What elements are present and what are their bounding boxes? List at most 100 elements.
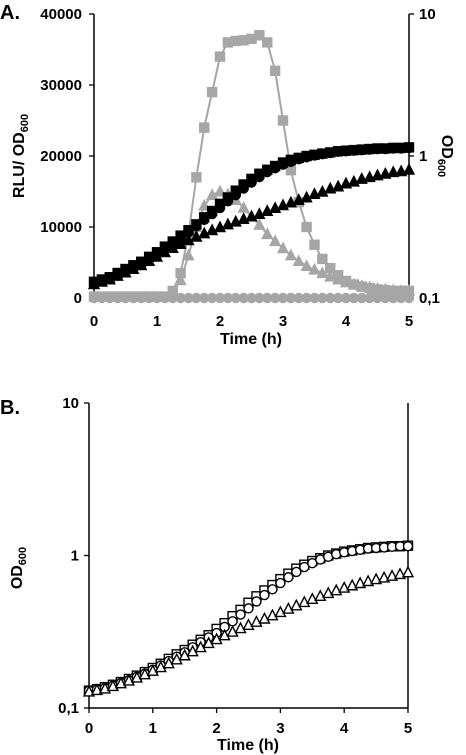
panel-a-data-point bbox=[403, 142, 415, 154]
panel-a-data-point bbox=[395, 164, 408, 177]
panel-a-data-point bbox=[190, 229, 203, 242]
panel-a-data-point bbox=[324, 269, 337, 282]
panel-a-left-y-tick-label: 30000 bbox=[40, 77, 82, 94]
panel-a-data-point bbox=[253, 218, 266, 230]
panel-a-data-point bbox=[284, 248, 297, 261]
panel-a-right-y-axis-label: OD600 bbox=[435, 135, 455, 177]
panel-a-series-black-triangle bbox=[87, 162, 416, 290]
panel-b-data-point bbox=[235, 609, 246, 620]
panel-a-data-point bbox=[254, 171, 265, 183]
panel-a-data-point bbox=[213, 184, 227, 197]
panel-a-data-point bbox=[199, 214, 210, 226]
panel-b-data-point bbox=[186, 644, 199, 657]
panel-a-data-point bbox=[379, 166, 392, 179]
panel-a-left-y-axis-label-main: RLU/ OD bbox=[11, 132, 28, 198]
panel-b-y-tick-label: 10 bbox=[62, 395, 79, 412]
panel-a-data-point bbox=[316, 184, 329, 197]
panel-b-data-point bbox=[266, 608, 279, 621]
panel-a-data-point bbox=[191, 221, 202, 232]
panel-b-data-point bbox=[267, 584, 278, 595]
panel-a-data-point bbox=[182, 248, 195, 261]
panel-a-x-tick-label: 5 bbox=[405, 313, 413, 330]
panel-b-x-tick-label: 2 bbox=[212, 720, 220, 737]
panel-b-data-point bbox=[243, 603, 254, 614]
panel-a-x-tick-label: 0 bbox=[90, 313, 98, 330]
panel-a-data-point bbox=[347, 277, 360, 290]
panel-a-x-axis-label: Time (h) bbox=[220, 331, 282, 348]
panel-a-data-point bbox=[300, 190, 313, 203]
panel-a-data-point bbox=[309, 239, 320, 250]
panel-a-data-point bbox=[276, 241, 290, 254]
panel-a-data-point bbox=[127, 262, 140, 274]
panel-a-data-point bbox=[269, 65, 281, 77]
panel-a-data-point bbox=[402, 162, 416, 175]
panel-a-data-point bbox=[300, 259, 313, 272]
panel-a-data-point bbox=[262, 37, 273, 48]
panel-a-x-tick-label: 4 bbox=[342, 313, 351, 330]
panel-b-data-point bbox=[82, 684, 96, 697]
panel-a-data-point bbox=[277, 115, 289, 126]
panel-a-data-point bbox=[198, 226, 211, 239]
panel-b-y-axis-label-main: OD bbox=[9, 565, 26, 589]
panel-a-data-point bbox=[301, 221, 312, 233]
panel-a-data-point bbox=[269, 234, 282, 247]
panel-a-data-point bbox=[222, 196, 234, 207]
panel-a-series-black-circle bbox=[88, 142, 415, 288]
panel-b-data-point bbox=[282, 602, 295, 614]
panel-a-data-point bbox=[317, 253, 328, 265]
panel-a-data-point bbox=[166, 241, 179, 253]
panel-b: B. 0 1 2 3 4 5 0,1 1 10 Time (h) OD600 bbox=[0, 395, 415, 754]
panel-a-data-point bbox=[237, 201, 250, 213]
panel-a-right-y-tick-label: 0,1 bbox=[419, 290, 440, 307]
panel-b-data-point bbox=[291, 566, 302, 578]
panel-b-data-point bbox=[178, 648, 191, 661]
panel-a-left-y-tick-label: 20000 bbox=[40, 148, 82, 165]
panel-b-data-point bbox=[290, 598, 303, 611]
panel-b-data-point bbox=[274, 605, 287, 618]
panel-b-x-axis-label: Time (h) bbox=[217, 737, 279, 754]
panel-b-x-tick-label: 0 bbox=[85, 720, 93, 737]
panel-a-data-point bbox=[111, 269, 124, 281]
panel-a-series-gray-triangle bbox=[166, 184, 416, 299]
panel-b-data-point bbox=[275, 577, 286, 589]
panel-a-label: A. bbox=[0, 2, 20, 24]
panel-b-data-point bbox=[346, 578, 359, 591]
panel-a-left-y-ticks: 0 10000 20000 30000 40000 bbox=[40, 6, 94, 307]
panel-a-data-point bbox=[174, 273, 187, 286]
panel-b-data-point bbox=[218, 628, 231, 641]
panel-a-data-point bbox=[308, 262, 321, 275]
panel-a-data-point bbox=[103, 272, 116, 285]
panel-a-left-y-tick-label: 40000 bbox=[40, 6, 82, 23]
panel-a-data-point bbox=[261, 227, 274, 240]
panel-b-data-point bbox=[202, 636, 215, 649]
panel-b-data-point bbox=[170, 652, 183, 665]
panel-b-data-point bbox=[298, 595, 311, 608]
panel-b-y-axis-label-sub: 600 bbox=[17, 547, 29, 565]
panel-a-data-point bbox=[387, 165, 400, 178]
panel-b-x-tick-label: 5 bbox=[404, 720, 412, 737]
panel-b-data-point bbox=[401, 565, 415, 578]
panel-b-data-point bbox=[393, 567, 407, 580]
panel-a-data-point bbox=[206, 188, 219, 201]
panel-a-data-point bbox=[403, 292, 415, 304]
panel-a-data-point bbox=[214, 202, 226, 214]
panel-a-left-y-tick-label: 10000 bbox=[40, 219, 82, 236]
panel-b-data-point bbox=[234, 621, 247, 634]
panel-b-x-tick-label: 1 bbox=[149, 720, 157, 737]
panel-b-data-point bbox=[369, 572, 383, 585]
panel-b-data-point bbox=[283, 572, 294, 583]
panel-a-data-point bbox=[371, 168, 384, 181]
panel-b-series bbox=[82, 540, 415, 697]
panel-a-right-y-tick-label: 10 bbox=[419, 6, 436, 23]
panel-b-data-point bbox=[90, 683, 104, 696]
panel-a-data-point bbox=[174, 237, 187, 249]
panel-b-x-tick-label: 4 bbox=[340, 720, 349, 737]
panel-a: A. 0 1 2 3 4 5 0 10000 20000 30000 40000 0,1 1 10 T… bbox=[0, 2, 455, 348]
panel-a-series bbox=[87, 30, 416, 304]
panel-b-data-point bbox=[258, 611, 271, 624]
panel-a-data-point bbox=[182, 233, 195, 246]
panel-a-data-point bbox=[191, 172, 202, 183]
panel-b-data-point bbox=[162, 656, 175, 669]
panel-a-data-point bbox=[206, 86, 218, 98]
